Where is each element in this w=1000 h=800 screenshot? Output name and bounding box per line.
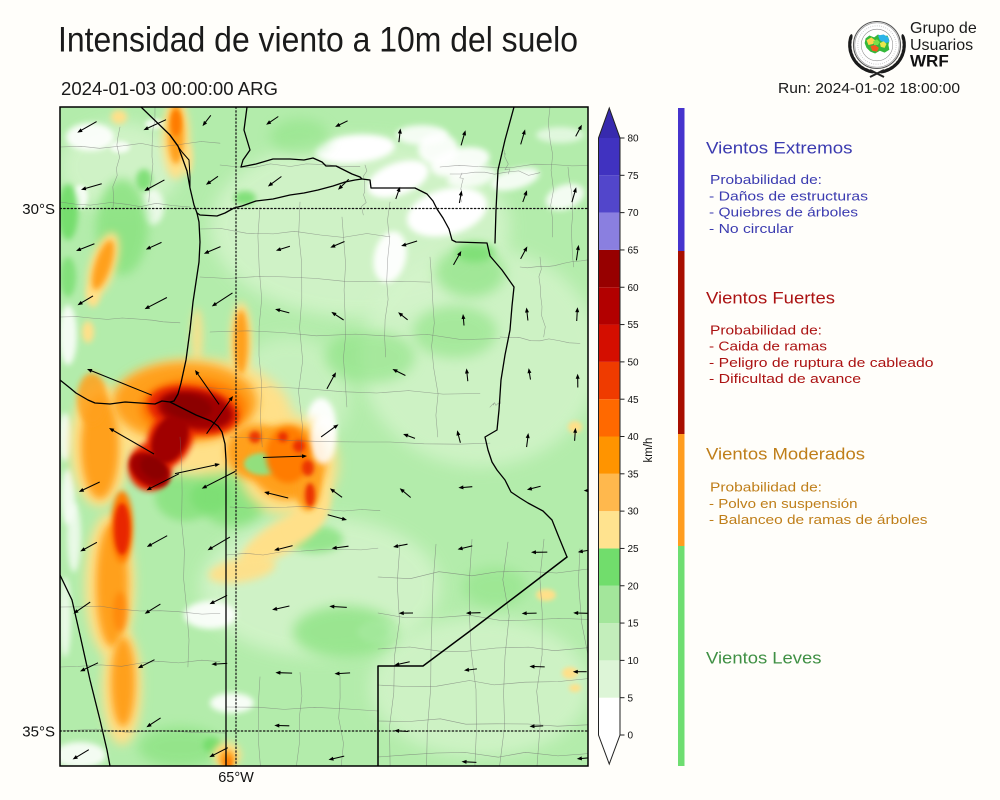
svg-text:55: 55: [628, 320, 640, 331]
svg-text:25: 25: [628, 544, 640, 555]
svg-text:- Dificultad de avance: - Dificultad de avance: [709, 371, 861, 386]
svg-text:- No circular: - No circular: [709, 221, 794, 236]
svg-text:0: 0: [628, 731, 634, 742]
svg-text:35: 35: [628, 469, 640, 480]
svg-text:- Balanceo de ramas de árboles: - Balanceo de ramas de árboles: [709, 512, 928, 527]
svg-text:- Peligro de ruptura de cablea: - Peligro de ruptura de cableado: [709, 355, 934, 370]
svg-text:- Polvo en suspensión: - Polvo en suspensión: [709, 496, 858, 511]
svg-text:65°W: 65°W: [218, 770, 254, 786]
svg-text:5: 5: [628, 693, 634, 704]
svg-text:10: 10: [628, 656, 640, 667]
svg-text:40: 40: [628, 432, 640, 443]
svg-text:Vientos Leves: Vientos Leves: [706, 650, 822, 668]
svg-text:Probabilidad de:: Probabilidad de:: [710, 480, 822, 495]
svg-text:Usuarios: Usuarios: [910, 37, 973, 54]
svg-text:Grupo de: Grupo de: [910, 20, 977, 37]
svg-text:Probabilidad de:: Probabilidad de:: [710, 172, 822, 187]
svg-text:30°S: 30°S: [22, 201, 55, 218]
svg-text:2024-01-03 00:00:00 ARG: 2024-01-03 00:00:00 ARG: [61, 78, 278, 99]
svg-text:35°S: 35°S: [22, 724, 55, 741]
svg-text:WRF: WRF: [910, 52, 949, 71]
svg-text:- Daños de estructuras: - Daños de estructuras: [709, 188, 869, 203]
svg-text:Vientos Extremos: Vientos Extremos: [706, 140, 853, 158]
svg-text:Vientos Fuertes: Vientos Fuertes: [706, 290, 835, 308]
svg-text:Vientos Moderados: Vientos Moderados: [706, 445, 865, 463]
svg-text:Intensidad de viento a 10m del: Intensidad de viento a 10m del suelo: [58, 21, 578, 60]
svg-text:15: 15: [628, 619, 640, 630]
svg-text:45: 45: [628, 395, 640, 406]
svg-text:- Caida de ramas: - Caida de ramas: [709, 339, 828, 354]
svg-text:30: 30: [628, 507, 640, 518]
svg-text:50: 50: [628, 357, 640, 368]
svg-text:80: 80: [628, 134, 640, 145]
svg-text:75: 75: [628, 171, 640, 182]
svg-text:65: 65: [628, 246, 640, 257]
svg-text:60: 60: [628, 283, 640, 294]
svg-text:km/h: km/h: [643, 438, 655, 463]
svg-text:Probabilidad de:: Probabilidad de:: [710, 323, 822, 338]
svg-text:20: 20: [628, 581, 640, 592]
svg-text:70: 70: [628, 208, 640, 219]
svg-text:- Quiebres de árboles: - Quiebres de árboles: [709, 205, 859, 220]
svg-text:Run: 2024-01-02 18:00:00: Run: 2024-01-02 18:00:00: [778, 81, 960, 97]
